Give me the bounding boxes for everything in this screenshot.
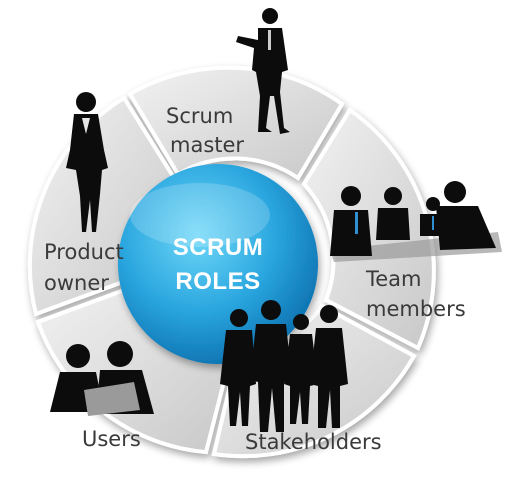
team-members-silhouette-icon: [330, 181, 502, 262]
scrum-master-label-line1: Scrum: [166, 104, 233, 128]
product-owner-label-line1: Product: [44, 240, 124, 264]
segment-scrum-master: [127, 65, 345, 181]
users-label: Users: [82, 427, 141, 451]
hub: [118, 164, 318, 364]
hub-highlight: [130, 183, 270, 247]
product-owner-label-line2: owner: [44, 271, 109, 295]
stakeholders-silhouette-icon: [220, 300, 348, 432]
hub-title-line1: SCRUM: [173, 234, 264, 261]
product-owner-silhouette-icon: [66, 92, 108, 232]
users-silhouette-icon: [50, 341, 154, 416]
team-members-label-line2: members: [366, 297, 466, 321]
team-members-label-line1: Team: [365, 267, 422, 291]
hub-title-line2: ROLES: [175, 268, 260, 295]
scrum-master-silhouette-icon: [236, 8, 290, 134]
stakeholders-label: Stakeholders: [245, 430, 382, 454]
scrum-master-label-line2: master: [170, 133, 244, 157]
